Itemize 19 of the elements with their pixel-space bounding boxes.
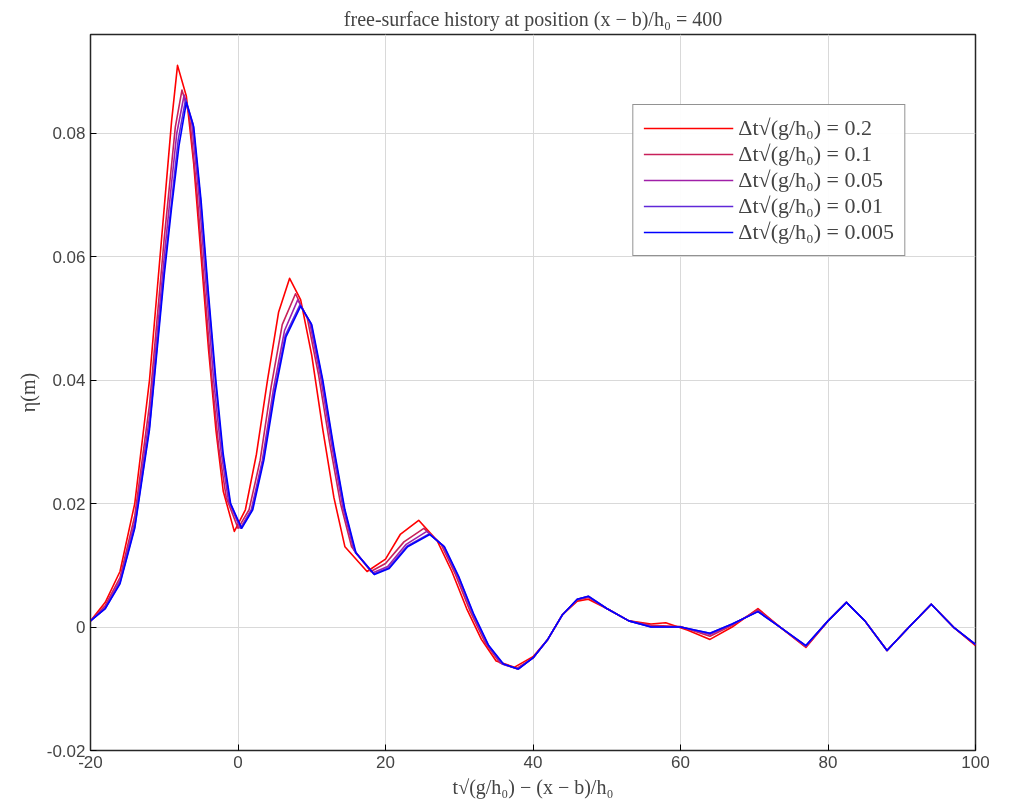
y-tick-label: 0.02 [52, 494, 86, 514]
x-tick-label: 20 [376, 752, 395, 772]
x-tick-label: 80 [818, 752, 838, 772]
x-tick-label: 100 [961, 752, 990, 772]
x-tick-label: 0 [233, 752, 243, 772]
x-axis-title: t√(g/h₀) − (x − b)/h₀ [452, 775, 614, 799]
y-tick-label: 0.04 [52, 371, 86, 391]
legend-label: Δt√(g/h₀) = 0.1 [738, 141, 872, 167]
y-tick-label: 0 [76, 618, 86, 638]
x-tick-label: 60 [671, 752, 690, 772]
x-tick-label: 40 [523, 752, 543, 772]
legend-label: Δt√(g/h₀) = 0.01 [738, 193, 883, 219]
y-tick-label: 0.06 [52, 247, 86, 267]
chart-title: free-surface history at position (x − b)/h₀ = 400 [343, 7, 723, 31]
legend-label: Δt√(g/h₀) = 0.05 [738, 167, 883, 193]
y-axis-title: η(m) [16, 372, 40, 413]
y-tick-label: 0.08 [52, 124, 86, 144]
legend-label: Δt√(g/h₀) = 0.2 [738, 115, 872, 141]
legend-label: Δt√(g/h₀) = 0.005 [738, 219, 894, 245]
